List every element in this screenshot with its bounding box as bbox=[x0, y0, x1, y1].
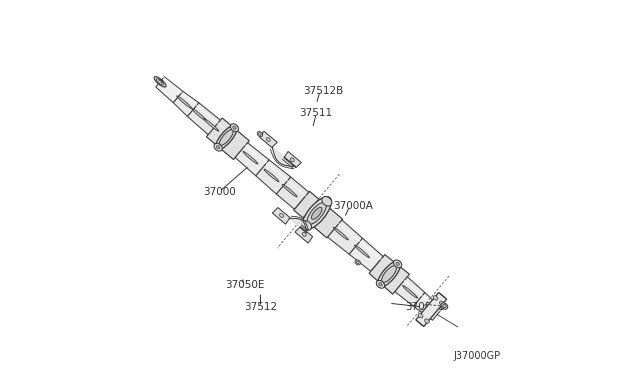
Polygon shape bbox=[289, 218, 307, 233]
Text: 37512: 37512 bbox=[244, 302, 277, 312]
Polygon shape bbox=[256, 160, 291, 194]
Ellipse shape bbox=[214, 143, 222, 151]
Polygon shape bbox=[284, 151, 301, 168]
Polygon shape bbox=[206, 118, 250, 160]
Text: 37512B: 37512B bbox=[303, 86, 344, 96]
Polygon shape bbox=[328, 220, 363, 254]
Ellipse shape bbox=[302, 232, 306, 236]
Text: 37000B: 37000B bbox=[406, 302, 445, 312]
Ellipse shape bbox=[379, 283, 382, 286]
Ellipse shape bbox=[230, 124, 239, 132]
Ellipse shape bbox=[322, 196, 332, 206]
Ellipse shape bbox=[280, 214, 284, 217]
Ellipse shape bbox=[403, 286, 417, 298]
Ellipse shape bbox=[243, 151, 258, 164]
Ellipse shape bbox=[376, 280, 385, 288]
Polygon shape bbox=[273, 208, 290, 224]
Text: J37000GP: J37000GP bbox=[453, 351, 500, 361]
Text: 37000: 37000 bbox=[203, 187, 236, 196]
Polygon shape bbox=[235, 143, 269, 176]
Polygon shape bbox=[395, 277, 425, 306]
Ellipse shape bbox=[259, 133, 261, 135]
Ellipse shape bbox=[216, 146, 220, 149]
Ellipse shape bbox=[333, 227, 348, 240]
Polygon shape bbox=[416, 292, 447, 327]
Ellipse shape bbox=[192, 109, 207, 121]
Ellipse shape bbox=[396, 262, 399, 265]
Ellipse shape bbox=[154, 77, 166, 87]
Ellipse shape bbox=[355, 245, 369, 257]
Ellipse shape bbox=[233, 126, 236, 129]
Polygon shape bbox=[294, 191, 342, 238]
Polygon shape bbox=[349, 238, 383, 272]
Text: 37000A: 37000A bbox=[333, 202, 373, 211]
Ellipse shape bbox=[204, 119, 219, 131]
Ellipse shape bbox=[216, 125, 237, 150]
Ellipse shape bbox=[440, 301, 444, 305]
Ellipse shape bbox=[177, 96, 191, 108]
Ellipse shape bbox=[291, 158, 294, 162]
Ellipse shape bbox=[301, 221, 312, 230]
Ellipse shape bbox=[443, 304, 446, 308]
Ellipse shape bbox=[220, 129, 233, 145]
Polygon shape bbox=[173, 91, 199, 116]
Polygon shape bbox=[413, 292, 442, 320]
Polygon shape bbox=[273, 147, 296, 166]
Ellipse shape bbox=[264, 169, 279, 182]
Ellipse shape bbox=[419, 314, 423, 318]
Polygon shape bbox=[188, 103, 227, 140]
Polygon shape bbox=[276, 177, 309, 209]
Polygon shape bbox=[369, 254, 410, 294]
Polygon shape bbox=[156, 77, 183, 103]
Polygon shape bbox=[295, 227, 312, 243]
Text: 37511: 37511 bbox=[300, 109, 333, 118]
Ellipse shape bbox=[356, 261, 359, 264]
Text: 37050E: 37050E bbox=[225, 280, 264, 289]
Polygon shape bbox=[260, 131, 277, 148]
Ellipse shape bbox=[307, 202, 326, 224]
Ellipse shape bbox=[355, 260, 360, 265]
Ellipse shape bbox=[424, 319, 429, 323]
Ellipse shape bbox=[282, 185, 297, 197]
Ellipse shape bbox=[257, 132, 262, 137]
Ellipse shape bbox=[156, 79, 164, 85]
Ellipse shape bbox=[394, 260, 402, 268]
Ellipse shape bbox=[381, 266, 396, 282]
Ellipse shape bbox=[441, 303, 448, 309]
Ellipse shape bbox=[312, 208, 322, 219]
Ellipse shape bbox=[266, 138, 270, 141]
Ellipse shape bbox=[433, 296, 438, 300]
Ellipse shape bbox=[302, 197, 332, 230]
Ellipse shape bbox=[378, 261, 401, 287]
